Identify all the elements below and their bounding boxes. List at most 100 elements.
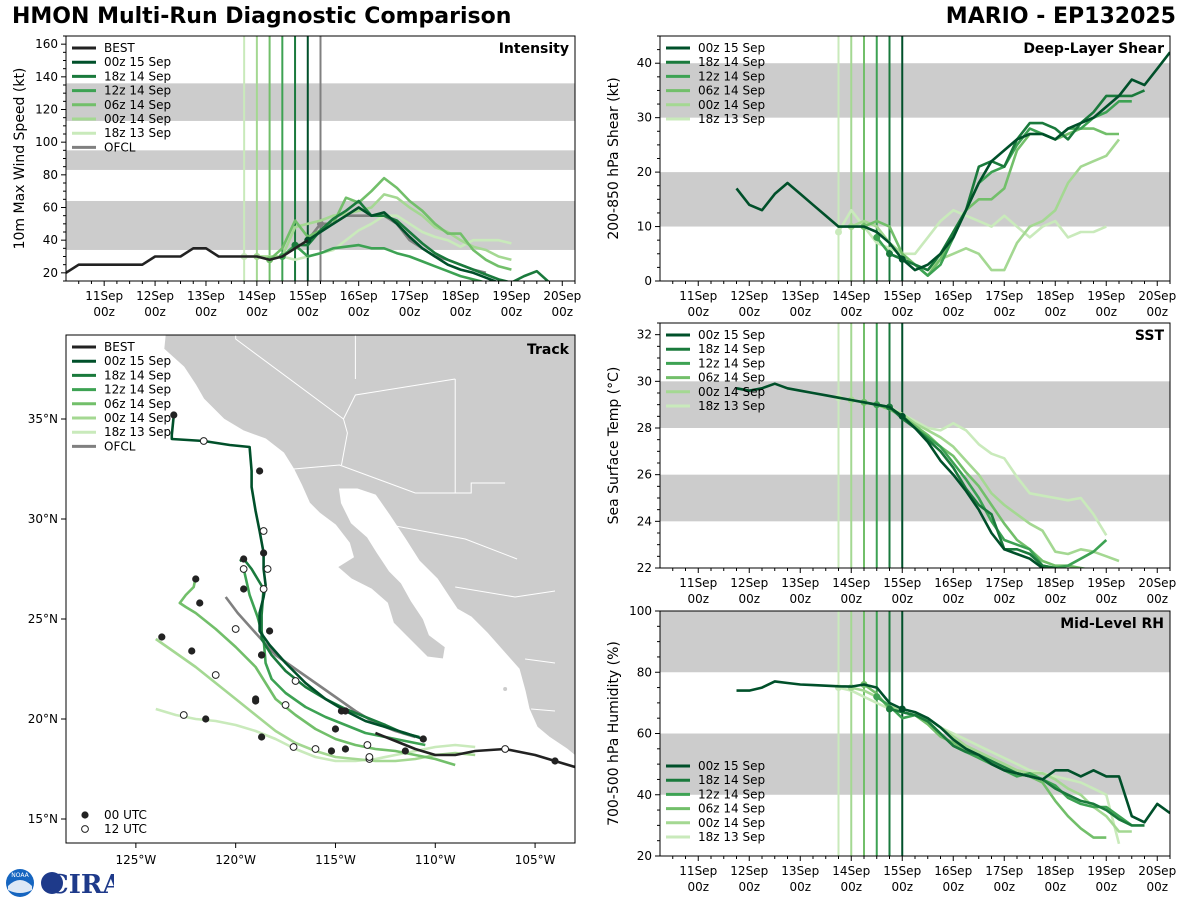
island bbox=[503, 687, 508, 691]
x-tick-day: 20Sep bbox=[1138, 576, 1176, 590]
track-point-12utc bbox=[259, 585, 268, 593]
series-line-12z-14-sep bbox=[281, 243, 485, 281]
track-point-00utc bbox=[196, 599, 204, 607]
track-point-00utc bbox=[240, 555, 248, 563]
globe-icon bbox=[41, 872, 63, 894]
legend-label: 18z 14 Sep bbox=[104, 368, 171, 382]
y-tick-label: 80 bbox=[637, 665, 652, 679]
track-point-00utc bbox=[260, 549, 268, 557]
x-tick-hour: 00z bbox=[891, 880, 913, 894]
legend-label: 18z 13 Sep bbox=[698, 399, 765, 413]
x-tick-hour: 00z bbox=[297, 305, 319, 319]
x-tick-day: 15Sep bbox=[883, 864, 921, 878]
x-tick-hour: 00z bbox=[891, 305, 913, 319]
y-tick-label: 20 bbox=[43, 266, 58, 280]
y-tick-label: 80 bbox=[43, 168, 58, 182]
series-line-18z-14-sep bbox=[295, 199, 550, 281]
series-start-point bbox=[898, 255, 906, 263]
legend-label: 06z 14 Sep bbox=[698, 84, 765, 98]
y-tick-label: 120 bbox=[35, 103, 58, 117]
y-tick-label: 0 bbox=[644, 274, 652, 288]
y-tick-label: 22 bbox=[637, 561, 652, 575]
border-line bbox=[455, 586, 556, 598]
legend-label: 00z 14 Sep bbox=[698, 816, 765, 830]
track-point-00utc bbox=[341, 745, 350, 753]
legend-label: 18z 13 Sep bbox=[104, 425, 171, 439]
border-line bbox=[293, 464, 506, 494]
x-tick-hour: 00z bbox=[93, 305, 115, 319]
map-frame bbox=[65, 334, 576, 844]
legend-label: 00z 15 Sep bbox=[698, 759, 765, 773]
x-tick-hour: 00z bbox=[1044, 592, 1066, 606]
x-tick-hour: 00z bbox=[348, 305, 370, 319]
x-tick-day: 16Sep bbox=[934, 289, 972, 303]
lat-tick-label: 30°N bbox=[28, 512, 58, 526]
track-point-12utc bbox=[289, 743, 298, 751]
threshold-band bbox=[660, 172, 1170, 227]
x-tick-hour: 00z bbox=[1095, 880, 1117, 894]
series-line-00z-14-sep bbox=[850, 138, 1121, 272]
x-tick-hour: 00z bbox=[993, 305, 1015, 319]
y-tick-label: 160 bbox=[35, 37, 58, 51]
figure-title-right: MARIO - EP132025 bbox=[945, 4, 1176, 29]
legend-label: BEST bbox=[104, 340, 135, 354]
y-tick-label: 30 bbox=[637, 374, 652, 388]
x-tick-day: 19Sep bbox=[492, 289, 530, 303]
legend-label: 00 UTC bbox=[104, 808, 147, 822]
legend-label: 12z 14 Sep bbox=[104, 383, 171, 397]
panel-title: Track bbox=[527, 342, 570, 358]
legend-label: 18z 13 Sep bbox=[104, 126, 171, 140]
x-tick-day: 11Sep bbox=[85, 289, 123, 303]
series-start-point bbox=[886, 250, 893, 258]
x-tick-day: 14Sep bbox=[238, 289, 276, 303]
x-tick-hour: 00z bbox=[789, 880, 811, 894]
x-tick-hour: 00z bbox=[789, 592, 811, 606]
x-tick-day: 14Sep bbox=[832, 864, 870, 878]
lon-tick-label: 105°W bbox=[515, 853, 556, 867]
x-tick-hour: 00z bbox=[144, 305, 166, 319]
legend-label: 06z 14 Sep bbox=[698, 371, 765, 385]
x-tick-day: 14Sep bbox=[832, 576, 870, 590]
track-point-00utc bbox=[158, 633, 166, 641]
x-tick-hour: 00z bbox=[738, 880, 760, 894]
series-line-best bbox=[66, 239, 309, 274]
x-tick-hour: 00z bbox=[942, 305, 964, 319]
x-tick-hour: 00z bbox=[1044, 305, 1066, 319]
lat-tick-label: 35°N bbox=[28, 412, 58, 426]
x-tick-day: 17Sep bbox=[985, 864, 1023, 878]
x-tick-day: 14Sep bbox=[832, 289, 870, 303]
x-tick-hour: 00z bbox=[993, 880, 1015, 894]
legend-label: 00z 15 Sep bbox=[104, 354, 171, 368]
x-tick-hour: 00z bbox=[1146, 592, 1168, 606]
series-start-point bbox=[898, 412, 906, 420]
track-point-12utc bbox=[263, 565, 272, 573]
x-tick-day: 19Sep bbox=[1087, 864, 1125, 878]
x-tick-day: 20Sep bbox=[543, 289, 581, 303]
x-tick-day: 13Sep bbox=[781, 289, 819, 303]
x-tick-day: 20Sep bbox=[1138, 289, 1176, 303]
x-tick-day: 12Sep bbox=[730, 576, 768, 590]
legend-label: 12z 14 Sep bbox=[698, 69, 765, 83]
track-point-12utc bbox=[231, 625, 240, 633]
track-point-00utc bbox=[327, 747, 336, 755]
y-axis-label: 10m Max Wind Speed (kt) bbox=[12, 68, 28, 250]
x-tick-day: 18Sep bbox=[1036, 576, 1074, 590]
x-tick-day: 20Sep bbox=[1138, 864, 1176, 878]
landmass bbox=[163, 335, 575, 757]
x-tick-day: 12Sep bbox=[136, 289, 174, 303]
series-line-00z-15-sep bbox=[736, 680, 1170, 824]
threshold-band bbox=[660, 474, 1170, 522]
y-tick-label: 20 bbox=[637, 165, 652, 179]
y-tick-label: 10 bbox=[637, 220, 652, 234]
x-tick-day: 12Sep bbox=[730, 864, 768, 878]
track-point-00utc bbox=[202, 715, 210, 723]
track-point-12utc bbox=[291, 677, 300, 685]
track-point-00utc bbox=[419, 735, 427, 743]
y-tick-label: 20 bbox=[637, 849, 652, 863]
legend-label: 00z 14 Sep bbox=[698, 98, 765, 112]
cira-logo: NOAA CIRA bbox=[6, 869, 114, 900]
x-tick-hour: 00z bbox=[738, 305, 760, 319]
x-tick-hour: 00z bbox=[687, 592, 709, 606]
